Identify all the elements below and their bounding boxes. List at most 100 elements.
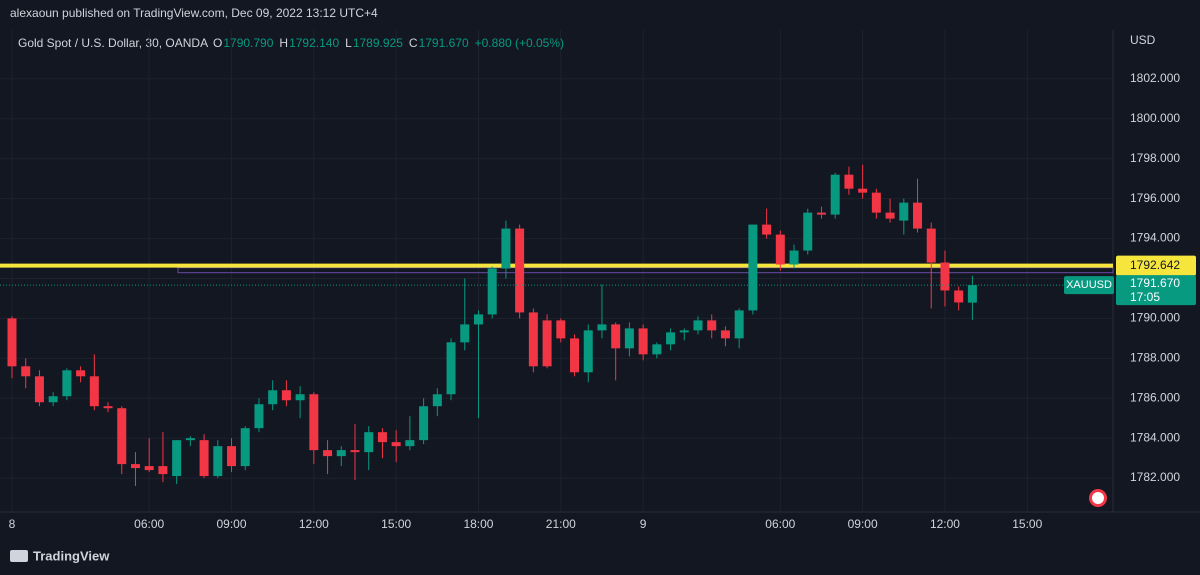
- symbol: Gold Spot / U.S. Dollar, 30, OANDA: [18, 36, 208, 50]
- candle-body: [871, 192, 881, 213]
- candle-body: [34, 376, 44, 403]
- y-tick-label: 1788.000: [1130, 350, 1180, 364]
- candle-body: [323, 450, 333, 457]
- y-tick-label: 1790.000: [1130, 311, 1180, 325]
- candle-body: [240, 428, 250, 467]
- level-tag-label: 1792.642: [1130, 258, 1180, 272]
- legend-key: L: [345, 36, 352, 50]
- candle-body: [570, 338, 580, 373]
- candle-body: [336, 450, 346, 457]
- candle-body: [227, 446, 237, 467]
- candle-body: [460, 324, 470, 343]
- flag-icon-inner: [1092, 492, 1104, 504]
- candle-body: [473, 314, 483, 325]
- candle-body: [268, 390, 278, 405]
- candle-body: [967, 285, 977, 303]
- candle-body: [693, 320, 703, 331]
- candle-body: [707, 320, 717, 331]
- candle-body: [7, 318, 17, 367]
- candle-body: [158, 466, 168, 475]
- candle-body: [391, 442, 401, 447]
- candle-body: [144, 466, 154, 471]
- candle-body: [734, 310, 744, 339]
- ticker-tag: [1064, 276, 1114, 295]
- candle-body: [748, 224, 758, 311]
- x-tick-label: 21:00: [546, 517, 576, 531]
- candle-body: [281, 390, 291, 401]
- candle-body: [213, 446, 223, 477]
- x-tick-label: 15:00: [1012, 517, 1042, 531]
- legend-key: C: [409, 36, 418, 50]
- candle-body: [885, 212, 895, 219]
- x-tick-label: 8: [9, 517, 16, 531]
- candle-body: [611, 324, 621, 349]
- candle-body: [350, 450, 360, 453]
- candle-body: [789, 250, 799, 265]
- candle-body: [432, 394, 442, 407]
- legend-value: 1792.140: [289, 36, 339, 50]
- candle-body: [185, 438, 195, 441]
- candle-body: [117, 408, 127, 465]
- candle-body: [62, 370, 72, 397]
- y-tick-label: 1796.000: [1130, 191, 1180, 205]
- candle-body: [556, 320, 566, 339]
- candle-body: [254, 404, 264, 429]
- candle-body: [679, 330, 689, 333]
- candle-body: [199, 440, 209, 477]
- footer: TradingView: [33, 548, 110, 563]
- candle-body: [377, 432, 387, 443]
- candle-body: [844, 174, 854, 189]
- last-price-label: 1791.670: [1130, 276, 1180, 290]
- candle-body: [913, 202, 923, 229]
- legend-value: 1789.925: [353, 36, 403, 50]
- logo: [10, 550, 28, 562]
- x-tick-label: 09:00: [217, 517, 247, 531]
- candle-body: [295, 394, 305, 401]
- candle-body: [638, 328, 648, 355]
- candle-body: [830, 174, 840, 215]
- candle-body: [583, 330, 593, 373]
- x-tick-label: 9: [640, 517, 647, 531]
- currency: USD: [1130, 33, 1156, 47]
- y-tick-label: 1786.000: [1130, 390, 1180, 404]
- candle-body: [666, 332, 676, 345]
- x-tick-label: 06:00: [134, 517, 164, 531]
- candle-body: [364, 432, 374, 453]
- x-tick-label: 09:00: [848, 517, 878, 531]
- candle-body: [48, 396, 58, 403]
- legend-key: O: [213, 36, 222, 50]
- candle-body: [954, 290, 964, 303]
- candle-body: [419, 406, 429, 441]
- candle-body: [515, 228, 525, 313]
- y-tick-label: 1782.000: [1130, 470, 1180, 484]
- candle-body: [624, 328, 634, 349]
- ticker-label: XAUUSD: [1066, 279, 1112, 291]
- x-tick-label: 06:00: [765, 517, 795, 531]
- y-tick-label: 1800.000: [1130, 111, 1180, 125]
- candle-body: [858, 188, 868, 193]
- candle-body: [76, 370, 86, 377]
- candle-body: [446, 342, 456, 395]
- candle-body: [940, 262, 950, 291]
- y-tick-label: 1802.000: [1130, 71, 1180, 85]
- candle-body: [405, 440, 415, 447]
- y-tick-label: 1794.000: [1130, 231, 1180, 245]
- candle-body: [501, 228, 511, 269]
- candle-body: [597, 324, 607, 331]
- candle-body: [130, 464, 140, 469]
- candle-body: [762, 224, 772, 235]
- last-price-tag: [1116, 275, 1196, 306]
- candle-body: [487, 268, 497, 315]
- candle-body: [103, 406, 113, 409]
- publisher: alexaoun published on TradingView.com, D…: [10, 6, 378, 20]
- countdown: 17:05: [1130, 290, 1160, 304]
- candle-body: [899, 202, 909, 221]
- candle-body: [172, 440, 182, 477]
- x-tick-label: 15:00: [381, 517, 411, 531]
- candle-body: [528, 312, 538, 367]
- x-tick-label: 12:00: [930, 517, 960, 531]
- candle-body: [21, 366, 31, 377]
- change: +0.880 (+0.05%): [475, 36, 564, 50]
